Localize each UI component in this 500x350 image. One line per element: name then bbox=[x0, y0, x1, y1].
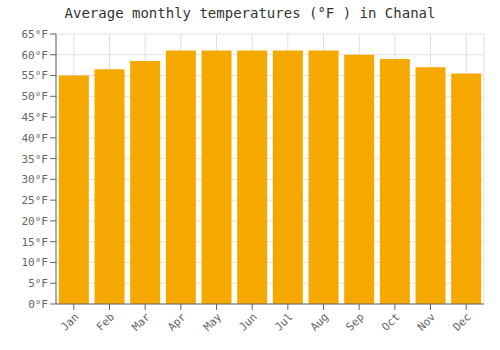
svg-text:10°F: 10°F bbox=[22, 256, 49, 269]
svg-text:Dec: Dec bbox=[451, 310, 474, 333]
svg-text:40°F: 40°F bbox=[22, 132, 49, 145]
svg-text:20°F: 20°F bbox=[22, 215, 49, 228]
svg-text:Nov: Nov bbox=[415, 310, 439, 334]
svg-text:May: May bbox=[201, 310, 225, 334]
svg-text:30°F: 30°F bbox=[22, 173, 49, 186]
svg-text:Jul: Jul bbox=[272, 310, 295, 333]
svg-text:Oct: Oct bbox=[379, 310, 402, 333]
svg-text:60°F: 60°F bbox=[22, 49, 49, 62]
svg-text:5°F: 5°F bbox=[28, 277, 48, 290]
svg-text:Apr: Apr bbox=[165, 310, 189, 334]
svg-text:65°F: 65°F bbox=[22, 28, 49, 41]
svg-text:35°F: 35°F bbox=[22, 153, 49, 166]
svg-text:0°F: 0°F bbox=[28, 298, 48, 311]
svg-text:45°F: 45°F bbox=[22, 111, 49, 124]
svg-text:Jan: Jan bbox=[58, 310, 81, 333]
svg-text:25°F: 25°F bbox=[22, 194, 49, 207]
svg-text:Mar: Mar bbox=[130, 310, 154, 334]
svg-text:Feb: Feb bbox=[94, 310, 117, 333]
svg-text:15°F: 15°F bbox=[22, 236, 49, 249]
svg-text:50°F: 50°F bbox=[22, 90, 49, 103]
svg-text:Sep: Sep bbox=[344, 310, 367, 333]
svg-text:Jun: Jun bbox=[237, 310, 260, 333]
svg-text:Aug: Aug bbox=[308, 310, 331, 333]
html-text:Average monthly temperatures (: Average monthly temperatures (°F ) in Ch… bbox=[64, 5, 436, 21]
svg-text:55°F: 55°F bbox=[22, 69, 49, 82]
